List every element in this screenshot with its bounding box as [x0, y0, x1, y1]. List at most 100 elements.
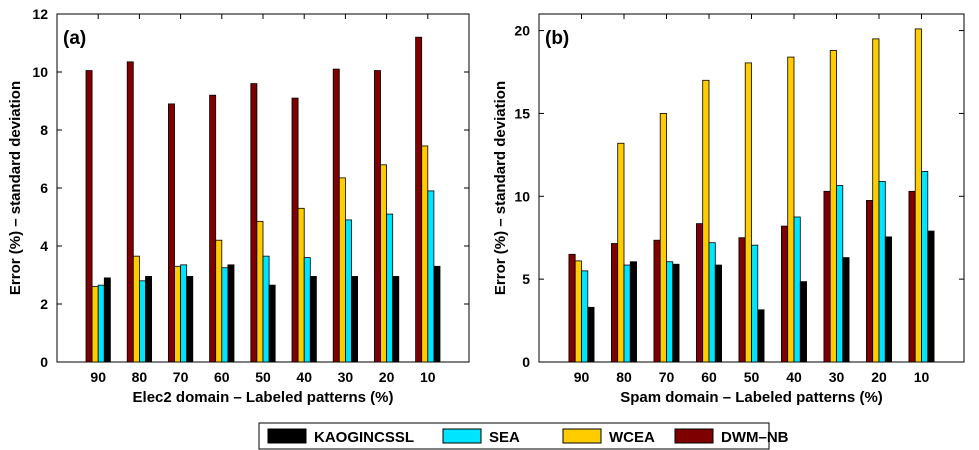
- legend-label: KAOGINCSSL: [314, 429, 414, 446]
- legend-swatch: [267, 428, 307, 444]
- bar: [97, 284, 105, 363]
- bar: [215, 239, 223, 363]
- bar: [574, 260, 582, 363]
- panel-label: (a): [63, 28, 86, 49]
- bar: [927, 230, 935, 363]
- bar: [303, 257, 311, 363]
- x-axis-label: Elec2 domain – Labeled patterns (%): [133, 389, 394, 406]
- x-tick-label: 10: [420, 369, 436, 385]
- bar: [696, 223, 704, 363]
- bar: [138, 280, 146, 363]
- bar: [338, 177, 346, 363]
- x-tick-label: 90: [90, 369, 106, 385]
- bar: [866, 200, 874, 363]
- x-tick-label: 70: [659, 369, 675, 385]
- bar: [126, 61, 134, 363]
- x-tick-label: 80: [132, 369, 148, 385]
- bar: [708, 242, 716, 363]
- y-tick-label: 2: [40, 296, 48, 312]
- y-tick-label: 4: [40, 238, 48, 254]
- legend-label: WCEA: [609, 429, 655, 446]
- legend: KAOGINCSSL SEA WCEA DWM–NB: [258, 422, 789, 450]
- bar: [793, 216, 801, 363]
- x-tick-label: 30: [829, 369, 845, 385]
- bar: [659, 113, 667, 363]
- x-tick-label: 40: [786, 369, 802, 385]
- x-axis-label: Spam domain – Labeled patterns (%): [620, 389, 883, 406]
- bar: [587, 306, 595, 363]
- x-tick-label: 30: [338, 369, 354, 385]
- bar: [433, 265, 441, 363]
- bar: [781, 225, 789, 363]
- legend-label: SEA: [489, 429, 520, 446]
- x-tick-label: 50: [255, 369, 271, 385]
- bar: [914, 28, 922, 363]
- bar: [421, 145, 429, 363]
- bar: [714, 264, 722, 363]
- bar: [702, 79, 710, 363]
- x-tick-label: 50: [744, 369, 760, 385]
- y-tick-label: 8: [40, 122, 48, 138]
- bar: [787, 56, 795, 363]
- bar: [672, 263, 680, 363]
- bar: [103, 277, 111, 363]
- bar: [829, 50, 837, 363]
- bar: [168, 103, 175, 363]
- bar: [744, 62, 752, 363]
- bar: [908, 190, 916, 363]
- y-axis-label: Error (%) – standard deviation: [492, 81, 509, 295]
- bar: [427, 190, 435, 363]
- panel-label: (b): [545, 28, 569, 49]
- bar: [145, 276, 152, 363]
- bar: [374, 70, 381, 363]
- bar: [351, 276, 358, 363]
- bar: [884, 236, 892, 363]
- y-tick-label: 12: [32, 6, 48, 22]
- legend-swatch: [674, 428, 714, 444]
- chart-panel-b: 0 5 10 15 20 90 80 70 60 50 40 30 20 10 Spam domain – …: [492, 13, 965, 406]
- legend-swatch: [442, 428, 482, 444]
- y-tick-label: 10: [32, 64, 48, 80]
- bar: [921, 171, 929, 363]
- legend-label: DWM–NB: [721, 429, 789, 446]
- chart-panel-a: 0 2 4 6 8 10 12 90 80 70 60 50 40 30 20 10 Elec2 domain …: [7, 6, 470, 406]
- bar: [666, 261, 674, 363]
- bar: [227, 264, 235, 363]
- legend-swatch: [562, 428, 602, 444]
- bar: [309, 276, 317, 363]
- bar: [291, 97, 299, 363]
- y-tick-label: 20: [514, 23, 530, 39]
- bar: [221, 267, 229, 363]
- x-tick-label: 60: [701, 369, 717, 385]
- y-tick-label: 0: [40, 354, 48, 370]
- bar: [842, 257, 850, 363]
- bar: [332, 68, 340, 363]
- y-tick-label: 10: [514, 188, 530, 204]
- bar: [268, 284, 276, 363]
- y-axis-label: Error (%) – standard deviation: [7, 81, 24, 295]
- bar: [617, 142, 625, 363]
- bar: [209, 94, 217, 363]
- bar: [872, 38, 880, 363]
- bar: [386, 213, 394, 363]
- x-tick-label: 70: [173, 369, 189, 385]
- bar: [297, 207, 305, 363]
- x-tick-label: 40: [296, 369, 312, 385]
- y-tick-label: 0: [522, 354, 530, 370]
- bar: [836, 185, 844, 363]
- bar: [180, 264, 188, 363]
- y-tick-label: 15: [514, 105, 530, 121]
- bar: [415, 36, 423, 363]
- bar: [344, 219, 352, 363]
- bar: [262, 255, 270, 363]
- y-tick-label: 5: [522, 271, 530, 287]
- bar: [581, 270, 589, 363]
- bar: [250, 83, 258, 363]
- bar: [85, 70, 93, 363]
- bar: [611, 243, 619, 363]
- bar: [757, 309, 765, 363]
- bar: [132, 255, 140, 363]
- bar: [174, 265, 181, 363]
- bar: [738, 237, 746, 363]
